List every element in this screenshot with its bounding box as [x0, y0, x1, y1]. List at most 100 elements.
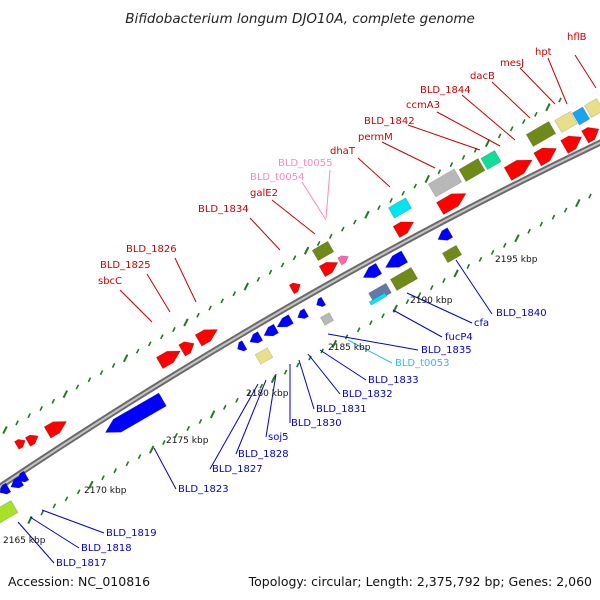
reverse-cds-arrow-shape — [297, 308, 309, 319]
outer-tick — [27, 413, 31, 419]
forward-cds-arrow — [194, 329, 219, 347]
feature-label: cfa — [474, 318, 489, 329]
leader-line — [235, 379, 267, 455]
inner-tick — [527, 228, 531, 234]
forward-gene-box — [525, 121, 557, 147]
outer-tick — [292, 255, 297, 261]
forward-cds-arrow — [288, 282, 301, 295]
leader-line — [406, 292, 473, 324]
reverse-gene-box-shape — [441, 244, 463, 264]
feature-label: BLD_1835 — [421, 345, 472, 356]
leader-line — [41, 509, 105, 534]
inner-tick — [478, 256, 483, 262]
forward-gene-box — [458, 158, 486, 182]
outer-tick — [316, 240, 321, 246]
outer-tick — [135, 348, 140, 354]
forward-cds-arrow — [43, 421, 68, 439]
outer-tick — [243, 282, 249, 291]
genome-summary: Topology: circular; Length: 2,375,792 bp… — [248, 574, 592, 589]
feature-label: BLD_1832 — [342, 389, 393, 400]
feature-label: BLD_1831 — [316, 404, 367, 415]
outer-tick — [15, 420, 19, 426]
reverse-cds-arrow — [104, 392, 167, 433]
leader-line — [392, 309, 443, 338]
inner-tick — [405, 299, 410, 305]
leader-line — [146, 273, 171, 313]
reverse-gene-box — [368, 292, 388, 306]
inner-tick — [209, 410, 216, 419]
reverse-cds-arrow — [362, 262, 383, 279]
outer-tick — [256, 276, 261, 282]
inner-tick — [198, 418, 203, 424]
inner-tick — [331, 339, 338, 348]
reverse-cds-arrow-shape — [10, 476, 25, 489]
reverse-gene-box — [389, 266, 419, 292]
outer-tick — [545, 103, 551, 112]
inner-tick — [490, 249, 495, 255]
inner-tick — [125, 461, 130, 467]
forward-cds-arrow-shape — [318, 261, 339, 278]
leader-line — [153, 447, 177, 490]
outer-tick — [509, 126, 514, 132]
outer-tick — [341, 226, 345, 232]
feature-label: ccmA3 — [406, 100, 440, 111]
forward-cds-arrow-shape — [436, 193, 467, 215]
forward-cds-arrow — [392, 221, 415, 239]
forward-cds-arrow — [503, 159, 533, 181]
reverse-gene-box-shape — [368, 292, 388, 306]
feature-label: permM — [358, 132, 393, 143]
reverse-cds-arrow — [0, 482, 12, 495]
outer-tick — [449, 162, 454, 168]
feature-label: BLD_1819 — [106, 528, 157, 539]
reverse-cds-arrow-shape — [263, 323, 279, 337]
leader-line — [17, 521, 55, 564]
outer-tick — [208, 305, 212, 311]
reverse-cds-arrow — [263, 323, 279, 337]
reverse-cds-arrow — [237, 340, 248, 352]
reverse-cds-arrow-shape — [362, 262, 383, 279]
forward-gene-box-shape — [525, 121, 557, 147]
inner-tick — [356, 327, 361, 333]
accession-text: Accession: NC_010816 — [8, 574, 150, 589]
outer-tick — [220, 298, 224, 304]
outer-tick — [377, 205, 381, 211]
forward-gene-box-shape — [387, 197, 413, 219]
backbone-highlight — [0, 141, 600, 488]
feature-label: BLD_1830 — [291, 418, 342, 429]
inner-tick — [186, 425, 191, 431]
outer-tick — [280, 262, 285, 268]
leader-line — [249, 217, 281, 251]
reverse-cds-arrow — [10, 476, 25, 489]
leader-line — [461, 94, 516, 141]
inner-tick — [296, 362, 300, 368]
scale-label: 2190 kbp — [410, 296, 453, 306]
feature-label: BLD_1844 — [420, 85, 471, 96]
feature-label: BLD_t0055 — [278, 158, 333, 169]
inner-tick — [259, 383, 264, 389]
outer-tick — [122, 354, 129, 363]
outer-tick — [401, 190, 405, 196]
leader-line — [347, 339, 393, 364]
reverse-gene-box — [320, 312, 334, 326]
reverse-cds-arrow-shape — [249, 331, 264, 344]
feature-label: BLD_1826 — [126, 244, 177, 255]
feature-label: mesJ — [500, 58, 524, 69]
outer-tick — [461, 154, 466, 160]
forward-cds-arrow — [14, 439, 26, 450]
feature-label: galE2 — [250, 188, 278, 199]
forward-gene-box-shape — [554, 111, 578, 133]
inner-tick — [149, 445, 155, 454]
feature-label: BLD_1828 — [238, 449, 289, 460]
forward-cds-arrow-shape — [560, 135, 583, 154]
reverse-cds-arrow-shape — [237, 340, 248, 352]
inner-tick — [64, 496, 69, 502]
inner-tick — [235, 397, 239, 403]
forward-rna-arrow-shape — [337, 255, 349, 266]
forward-gene-box-shape — [427, 168, 463, 198]
leader-line — [307, 353, 341, 395]
forward-cds-arrow-shape — [503, 159, 533, 181]
outer-tick — [111, 362, 116, 368]
feature-label: hflB — [567, 32, 587, 43]
reverse-cds-arrow-shape — [0, 482, 12, 495]
